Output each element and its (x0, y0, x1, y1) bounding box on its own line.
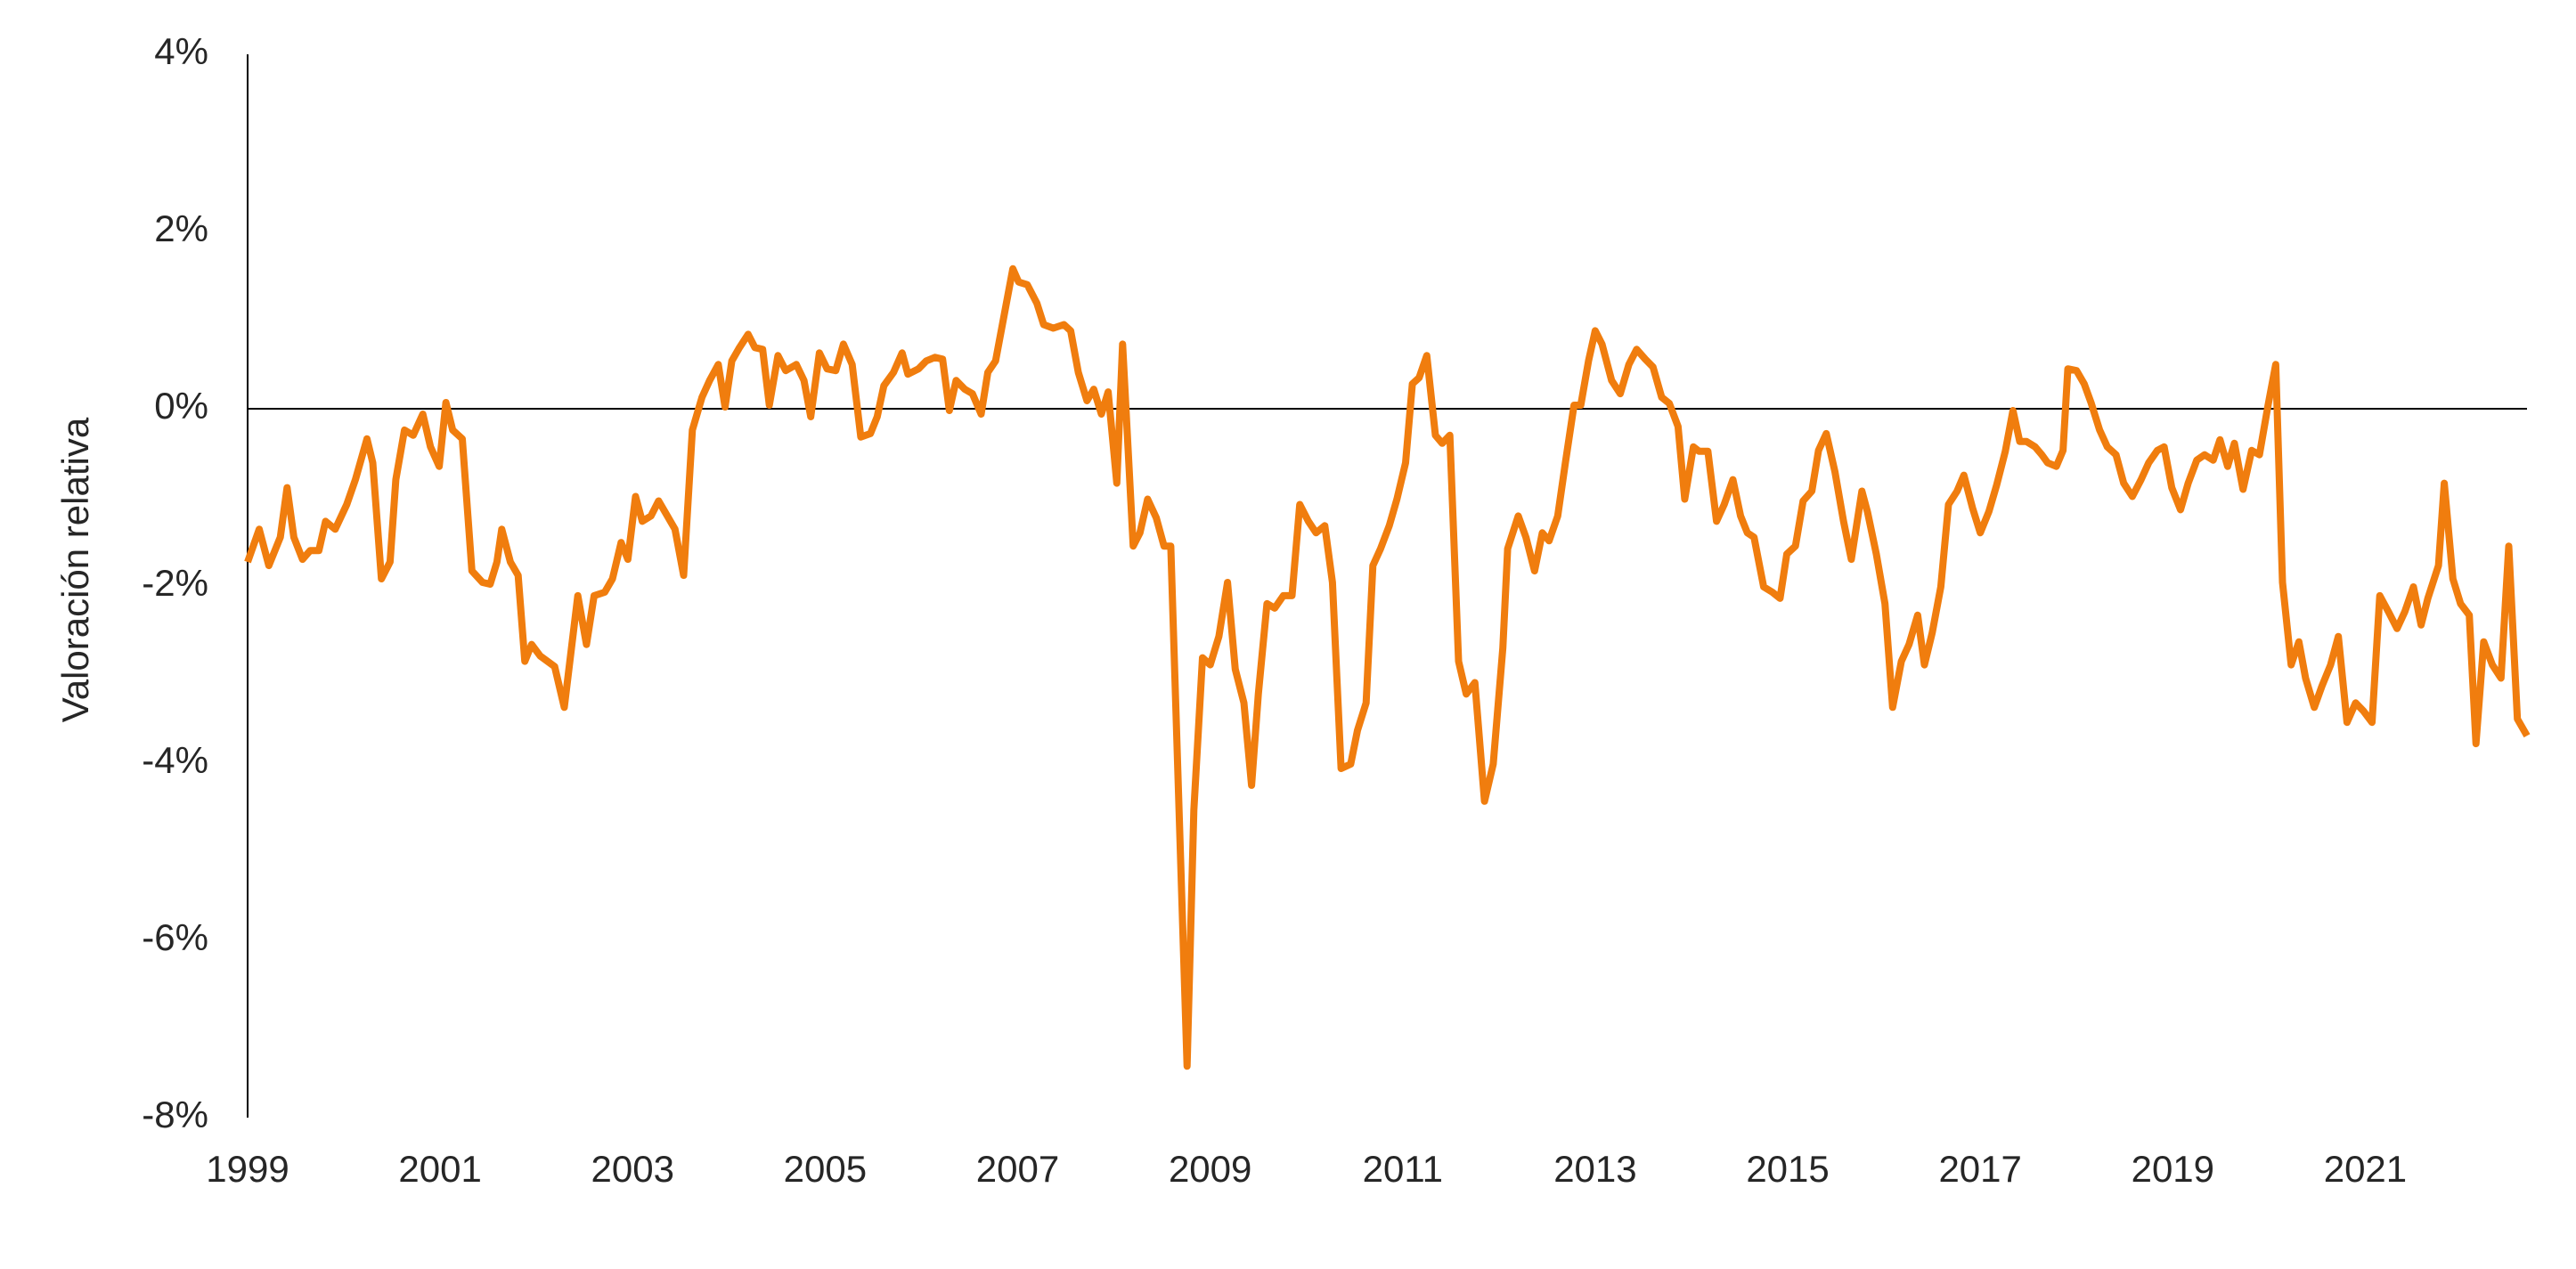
x-tick-label: 2013 (1553, 1148, 1636, 1190)
y-axis-title: Valoración relativa (54, 417, 96, 722)
y-tick-label: -6% (142, 916, 208, 958)
y-tick-label: -8% (142, 1094, 208, 1135)
x-tick-label: 2015 (1746, 1148, 1829, 1190)
x-tick-label: 2017 (1938, 1148, 2021, 1190)
x-tick-label: 2007 (976, 1148, 1059, 1190)
y-tick-label: -4% (142, 739, 208, 781)
x-tick-label: 2001 (398, 1148, 481, 1190)
x-tick-label: 2003 (591, 1148, 674, 1190)
x-tick-label: 2011 (1363, 1148, 1443, 1190)
data-line (244, 264, 2531, 1070)
x-tick-label: 2005 (784, 1148, 867, 1190)
x-tick-label: 2009 (1169, 1148, 1251, 1190)
x-tick-label: 2021 (2324, 1148, 2407, 1190)
x-tick-label: 2019 (2132, 1148, 2214, 1190)
y-tick-label: 0% (154, 385, 208, 427)
x-tick-label: 1999 (206, 1148, 289, 1190)
y-tick-label: 2% (154, 207, 208, 249)
y-tick-label: -2% (142, 562, 208, 604)
y-tick-label: 4% (154, 30, 208, 72)
